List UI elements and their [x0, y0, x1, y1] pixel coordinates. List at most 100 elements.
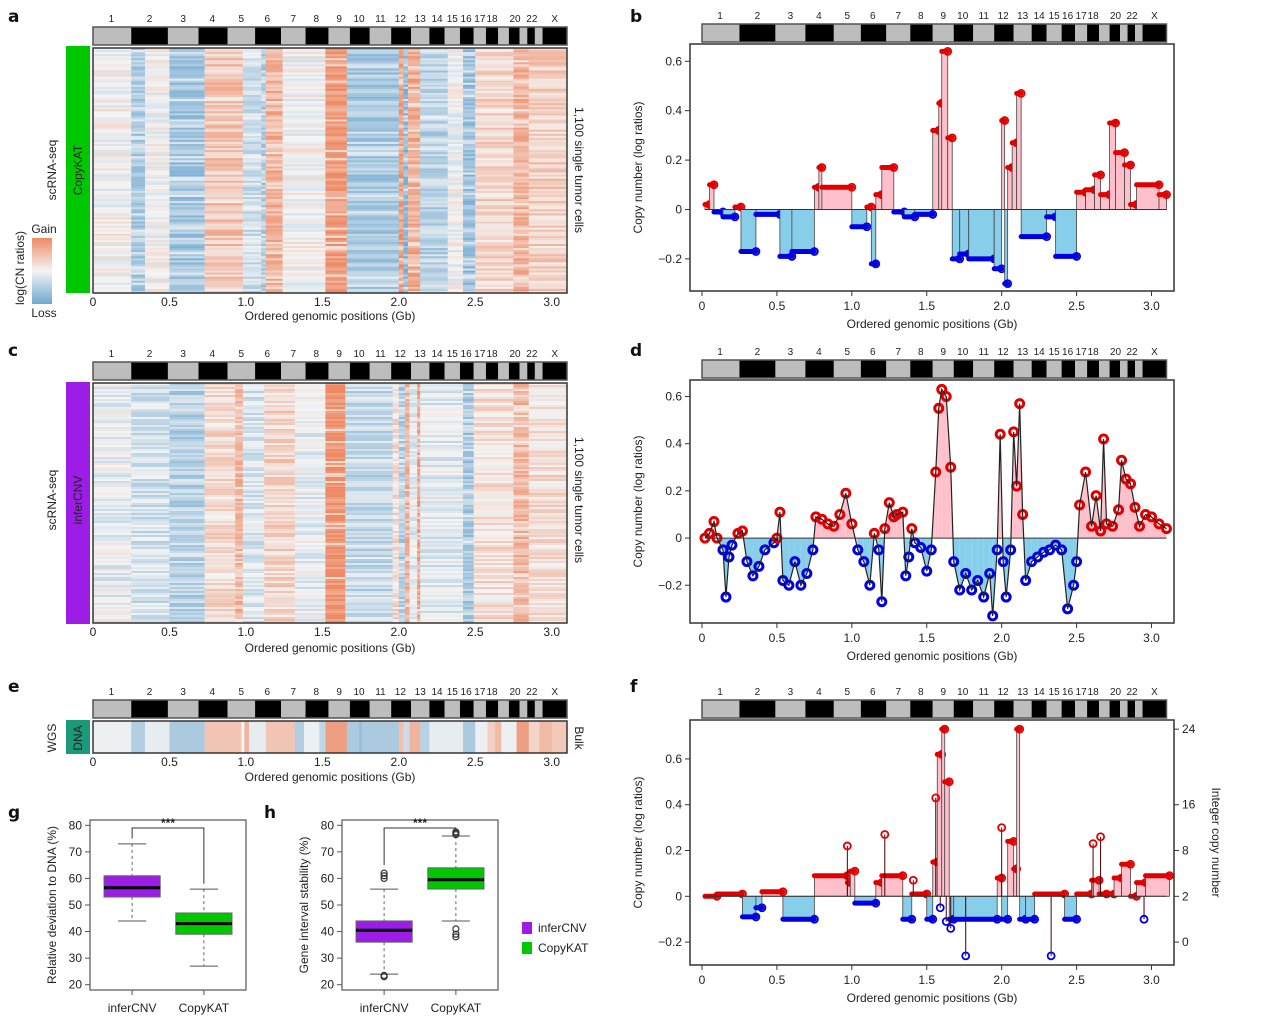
panel-a-heat-cell: [144, 129, 170, 133]
panel-c-heat-cell: [235, 395, 244, 398]
panel-a-heat-cell: [475, 152, 514, 155]
panel-a-heat-cell: [447, 168, 464, 171]
panel-c-heat-cell: [131, 559, 170, 562]
panel-c-heat-cell: [513, 411, 530, 414]
panel-a-heat-cell: [204, 207, 244, 210]
panel-c-heat-cell: [242, 503, 265, 506]
panel-c-heat-cell: [473, 449, 514, 452]
panel-c-heat-cell: [93, 527, 132, 530]
panel-a-heat-cell: [398, 76, 404, 79]
panel-c-heat-cell: [242, 603, 265, 606]
panel-c-heat-cell: [513, 409, 530, 412]
panel-c-heat-cell: [473, 463, 514, 466]
panel-c-heat-cell: [420, 541, 464, 544]
panel-c-heat-cell: [235, 507, 244, 510]
panel-a-heat-cell: [265, 125, 283, 128]
panel-a-heat-cell: [325, 86, 348, 90]
panel-a-heat-cell: [131, 211, 146, 214]
panel-c-heat-cell: [528, 511, 568, 514]
panel-c-heat-cell: [528, 481, 568, 484]
panel-a-heat-cell: [265, 282, 283, 286]
panel-c-heat-cell: [404, 443, 410, 446]
panel-a-heat-cell: [463, 88, 476, 92]
panel-a-chrom-band: [227, 27, 256, 45]
panel-a-heat-cell: [513, 229, 530, 233]
panel-c-heat-cell: [392, 551, 400, 554]
panel-a-heat-cell: [265, 207, 283, 210]
panel-c-heat-cell: [513, 587, 530, 590]
panel-c-heat-cell: [398, 413, 406, 416]
panel-c-heat-cell: [294, 477, 326, 480]
panel-a-heat-cell: [261, 203, 267, 206]
panel-a-heat-cell: [144, 246, 170, 249]
panel-c-heat-cell: [528, 601, 568, 604]
panel-a-heat-cell: [131, 137, 146, 141]
panel-a-chrom-label: 18: [487, 14, 499, 25]
panel-c-heat-cell: [235, 421, 244, 424]
panel-a-heat-cell: [282, 170, 326, 173]
panel-a-heat-cell: [325, 56, 348, 59]
panel-a-heat-cell: [204, 190, 244, 194]
panel-c-heat-cell: [204, 467, 236, 470]
panel-a-heat-cell: [475, 180, 514, 184]
panel-c-heat-cell: [294, 565, 326, 568]
panel-a-heat-cell: [463, 70, 476, 73]
panel-a-heat-cell: [475, 237, 514, 241]
panel-c-heat-cell: [131, 569, 170, 572]
panel-a-heat-cell: [282, 97, 326, 100]
panel-c-heat-cell: [325, 395, 346, 398]
panel-c-heat-cell: [404, 437, 410, 440]
panel-a-heat-cell: [261, 154, 267, 157]
panel-a-heat-cell: [513, 272, 530, 275]
panel-c-heat-cell: [294, 611, 326, 614]
panel-a-heat-cell: [93, 280, 132, 284]
panel-a-heat-cell: [407, 131, 421, 135]
panel-a-heat-cell: [242, 276, 262, 280]
panel-c-heat-cell: [325, 473, 346, 476]
panel-c-heat-cell: [398, 573, 406, 576]
panel-a-heat-cell: [282, 199, 326, 202]
panel-a-heat-cell: [447, 223, 464, 226]
panel-a-heat-cell: [513, 168, 530, 171]
panel-a-heat-cell: [528, 66, 568, 69]
panel-a-heat-cell: [131, 60, 146, 63]
panel-a-heat-cell: [282, 168, 326, 171]
panel-a-heat-cell: [403, 268, 409, 271]
panel-a-heat-cell: [261, 107, 267, 110]
panel-a-heat-cell: [463, 176, 476, 179]
panel-a-heat-cell: [398, 199, 404, 202]
panel-a-heat-cell: [144, 211, 170, 214]
panel-c-heat-cell: [235, 445, 244, 448]
panel-a-heat-cell: [242, 111, 262, 114]
panel-a-heat-cell: [407, 94, 421, 98]
panel-c-heat-cell: [528, 455, 568, 458]
panel-a-heat-cell: [325, 105, 348, 108]
panel-a-heat-cell: [398, 266, 404, 269]
panel-c-heat-cell: [169, 429, 205, 432]
panel-a-heat-cell: [403, 74, 409, 77]
panel-c-heat-cell: [420, 383, 464, 386]
panel-c-heat-cell: [294, 433, 326, 436]
panel-a-heat-cell: [282, 223, 326, 226]
panel-c-heat-cell: [409, 523, 418, 526]
panel-c-heat-cell: [235, 553, 244, 556]
panel-c-heat-cell: [169, 511, 205, 514]
panel-c-heat-cell: [235, 413, 244, 416]
panel-a-heat-cell: [528, 52, 568, 55]
panel-a-heat-cell: [204, 258, 244, 261]
panel-a-heat-cell: [265, 201, 283, 204]
panel-a-heat-cell: [346, 105, 400, 108]
panel-c-x-tick-label: 0.5: [161, 625, 178, 639]
panel-c-heat-cell: [417, 423, 421, 426]
panel-a-heat-cell: [403, 52, 409, 55]
panel-c-heat-cell: [169, 555, 205, 558]
panel-a-heat-cell: [204, 115, 244, 118]
panel-a-heat-cell: [144, 133, 170, 137]
panel-c-heat-cell: [463, 511, 475, 514]
panel-c-heat-cell: [420, 567, 464, 570]
panel-c-heat-cell: [242, 539, 265, 542]
panel-a-heat-cell: [93, 276, 132, 280]
panel-a-heat-cell: [265, 239, 283, 243]
panel-c-heat-cell: [398, 575, 406, 578]
panel-a-heat-cell: [407, 88, 421, 92]
